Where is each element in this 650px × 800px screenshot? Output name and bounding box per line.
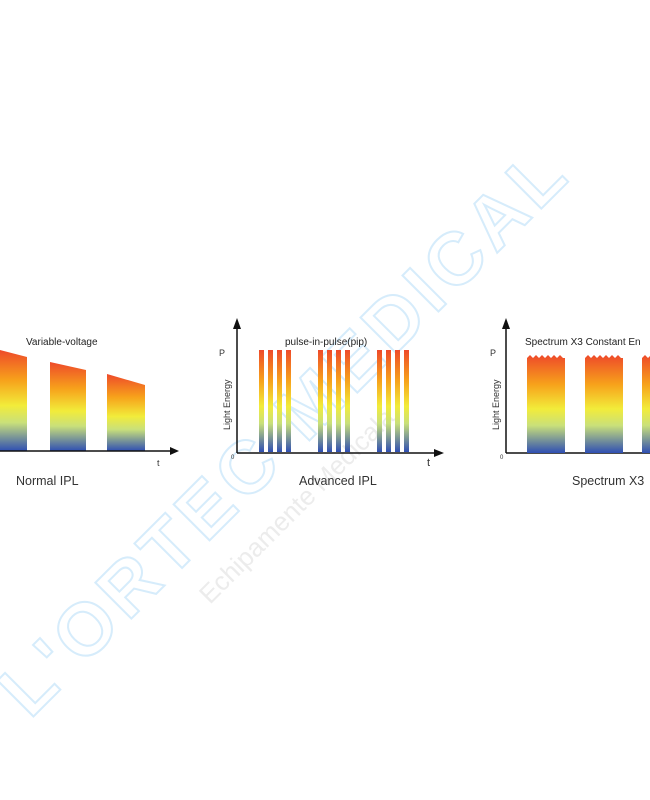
pulse-bar	[327, 350, 332, 452]
y-axis	[502, 318, 510, 453]
pulse-bar	[386, 350, 391, 452]
pulse-bar	[642, 355, 650, 453]
panel-spectrum-x3: Spectrum X3 Constant En P Light Energy 0…	[490, 318, 650, 488]
panel-advanced-ipl: pulse-in-pulse(pip) P Light Energy 0 t A…	[219, 318, 444, 488]
panel-normal-ipl: Variable-voltage t Normal IPL	[0, 337, 179, 488]
pulse-bar	[286, 350, 291, 452]
panel-caption: Normal IPL	[16, 474, 79, 488]
panel-title: pulse-in-pulse(pip)	[285, 337, 367, 348]
pulse-bars	[0, 350, 145, 451]
origin-label: 0	[500, 455, 504, 461]
pulse-bar	[527, 355, 565, 453]
x-axis	[0, 447, 179, 455]
x-axis	[237, 449, 444, 457]
y-axis	[233, 318, 241, 453]
pulse-bar	[377, 350, 382, 452]
origin-label: 0	[231, 455, 235, 461]
pulse-bar	[404, 350, 409, 452]
pulse-bars	[259, 350, 409, 452]
y-axis-label: Light Energy	[491, 379, 501, 430]
pulse-bar	[50, 362, 86, 451]
pulse-bar	[277, 350, 282, 452]
x-axis-label: t	[157, 458, 160, 468]
p-label: P	[219, 348, 225, 358]
x-axis-label: t	[427, 457, 430, 469]
pulse-bar	[259, 350, 264, 452]
panel-title: Variable-voltage	[26, 337, 98, 348]
pulse-bar	[345, 350, 350, 452]
pulse-bar	[585, 355, 623, 453]
pulse-bar	[336, 350, 341, 452]
pulse-bar	[268, 350, 273, 452]
panel-title: Spectrum X3 Constant En	[525, 337, 641, 348]
panel-caption: Advanced IPL	[299, 474, 377, 488]
pulse-bar	[107, 374, 145, 451]
pulse-bars	[527, 355, 650, 453]
p-label: P	[490, 348, 496, 358]
pulse-bar	[0, 350, 27, 451]
panel-caption: Spectrum X3	[572, 474, 644, 488]
pulse-bar	[395, 350, 400, 452]
pulse-bar	[318, 350, 323, 452]
y-axis-label: Light Energy	[222, 379, 232, 430]
